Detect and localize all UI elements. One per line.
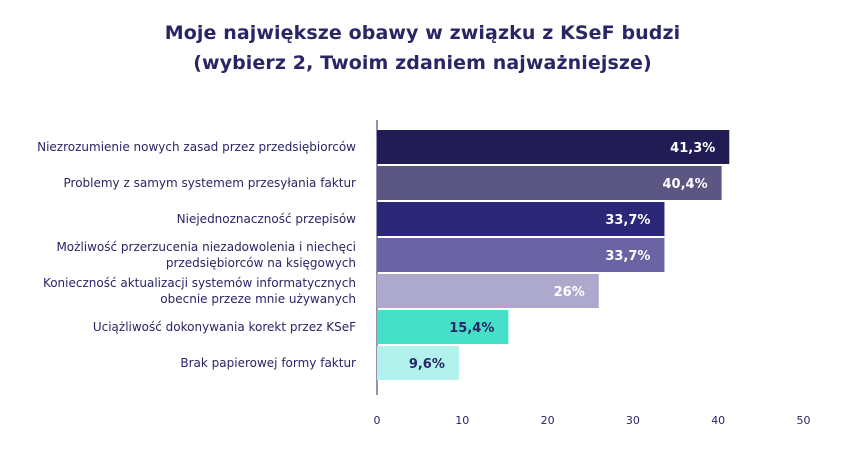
category-label: Brak papierowej formy faktur <box>180 356 356 370</box>
x-tick-label: 20 <box>541 414 555 427</box>
category-label: Możliwość przerzucenia niezadowolenia i … <box>56 240 356 254</box>
bar <box>377 310 509 344</box>
category-label: przedsiębiorców na księgowych <box>166 256 356 270</box>
bar-value-label: 26% <box>554 285 585 300</box>
bar-value-label: 40,4% <box>663 177 708 192</box>
bar-value-label: 9,6% <box>409 357 445 372</box>
x-tick-label: 0 <box>374 414 381 427</box>
bar <box>377 274 599 308</box>
x-tick-label: 30 <box>626 414 640 427</box>
category-label: obecnie przeze mnie używanych <box>160 292 356 306</box>
bar-value-label: 41,3% <box>670 141 715 156</box>
bar <box>377 166 722 200</box>
bar <box>377 130 730 164</box>
category-label: Niezrozumienie nowych zasad przez przeds… <box>37 140 356 154</box>
x-tick-label: 10 <box>455 414 469 427</box>
bar <box>377 238 665 272</box>
chart-title-line-1: Moje największe obawy w związku z KSeF b… <box>164 22 681 44</box>
bar-value-label: 33,7% <box>605 213 650 228</box>
x-tick-label: 50 <box>797 414 811 427</box>
category-label: Uciążliwość dokonywania korekt przez KSe… <box>93 320 356 334</box>
category-label: Konieczność aktualizacji systemów inform… <box>43 276 356 290</box>
bar-value-label: 15,4% <box>449 321 494 336</box>
category-label: Problemy z samym systemem przesyłania fa… <box>64 176 357 190</box>
bar-value-label: 33,7% <box>605 249 650 264</box>
bar <box>377 346 459 380</box>
bar <box>377 202 665 236</box>
x-tick-label: 40 <box>711 414 725 427</box>
chart-title-line-2: (wybierz 2, Twoim zdaniem najważniejsze) <box>193 52 652 74</box>
category-label: Niejednoznaczność przepisów <box>177 212 357 226</box>
